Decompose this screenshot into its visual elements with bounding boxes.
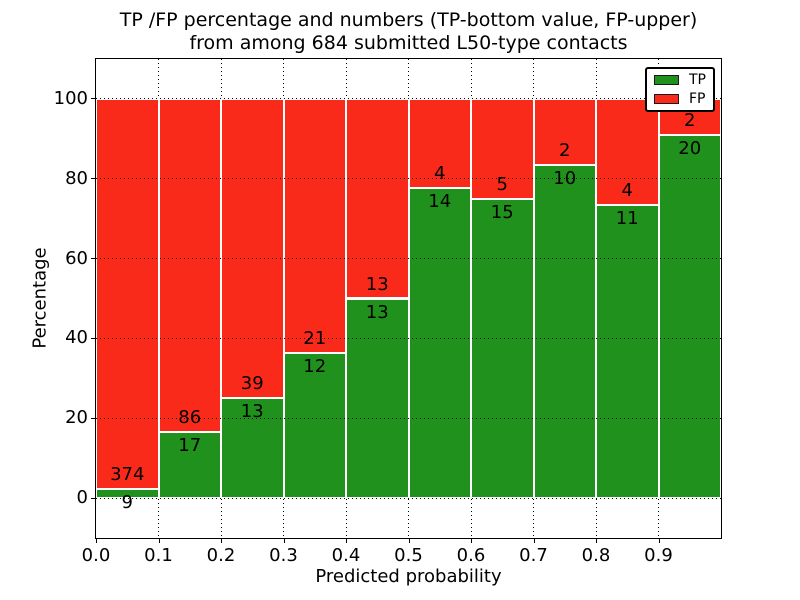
x-tick bbox=[408, 539, 410, 543]
bar-count-label-fp: 39 bbox=[240, 373, 264, 395]
chart-title-line1: TP /FP percentage and numbers (TP-bottom… bbox=[119, 9, 698, 31]
legend-swatch-tp bbox=[654, 75, 679, 85]
chart-title-line2: from among 684 submitted L50-type contac… bbox=[189, 32, 628, 54]
x-tick bbox=[346, 539, 347, 543]
plot-area: 374 9 86 17 39 13 21 12 13 13 4 14 5 15 2 10 4 11 2 20 bbox=[95, 58, 722, 539]
bar-segment-fp bbox=[408, 98, 471, 188]
bar-count-label-fp: 4 bbox=[621, 180, 633, 202]
x-tick-label: 0.2 bbox=[206, 545, 236, 566]
x-tick bbox=[658, 539, 660, 543]
bar-count-label-tp: 9 bbox=[121, 491, 133, 513]
bar-segment-fp bbox=[596, 98, 659, 206]
y-tick bbox=[91, 258, 95, 260]
y-gridline bbox=[96, 417, 721, 419]
bar-count-label-tp: 20 bbox=[678, 138, 702, 160]
y-tick-label: 100 bbox=[53, 87, 88, 109]
y-gridline bbox=[96, 178, 721, 180]
bar-count-label-fp: 2 bbox=[684, 110, 696, 132]
y-tick-label: 0 bbox=[76, 487, 88, 509]
bar-segment-tp bbox=[96, 488, 159, 499]
x-tick bbox=[596, 539, 597, 543]
bar-segment-tp bbox=[658, 135, 721, 499]
bar-segment-fp bbox=[96, 98, 159, 489]
x-tick bbox=[221, 539, 222, 543]
legend-label-fp: FP bbox=[689, 91, 706, 107]
x-tick bbox=[158, 539, 160, 543]
y-tick-label: 80 bbox=[65, 167, 88, 189]
bar-count-label-fp: 4 bbox=[434, 162, 446, 184]
x-tick-label: 0.3 bbox=[269, 545, 298, 566]
bar-count-label-tp: 15 bbox=[490, 201, 514, 223]
bar-count-label-fp: 86 bbox=[178, 407, 202, 429]
bar-count-label-tp: 14 bbox=[428, 190, 452, 212]
bar-segment-tp bbox=[471, 198, 534, 499]
bar-count-label-fp: 374 bbox=[110, 463, 145, 485]
bar-segment-fp bbox=[533, 98, 596, 166]
bar-segment-tp bbox=[158, 432, 221, 499]
bar-segment-fp bbox=[158, 98, 221, 433]
y-tick bbox=[91, 337, 95, 339]
legend-item-tp: TP bbox=[654, 73, 706, 87]
y-gridline bbox=[96, 258, 721, 260]
legend: TP FP bbox=[645, 67, 715, 112]
x-tick bbox=[96, 539, 97, 543]
y-tick-label: 20 bbox=[65, 407, 88, 429]
bar-segment-fp bbox=[283, 98, 346, 353]
legend-item-fp: FP bbox=[654, 92, 706, 106]
bar-count-label-tp: 11 bbox=[615, 208, 639, 230]
bar-count-label-tp: 17 bbox=[178, 435, 202, 457]
legend-label-tp: TP bbox=[689, 72, 706, 88]
bar-segment-fp bbox=[221, 98, 284, 399]
bar-segment-tp bbox=[596, 205, 659, 499]
bar-count-label-tp: 12 bbox=[303, 355, 327, 377]
bar-count-label-fp: 21 bbox=[303, 327, 327, 349]
y-tick bbox=[91, 497, 95, 499]
bar-segment-tp bbox=[533, 165, 596, 499]
x-tick bbox=[283, 539, 285, 543]
bar-count-label-tp: 10 bbox=[553, 168, 577, 190]
bar-count-label-fp: 2 bbox=[559, 140, 571, 162]
bar-segment-tp bbox=[346, 298, 409, 499]
y-gridline bbox=[96, 497, 721, 499]
bar-count-label-tp: 13 bbox=[365, 301, 389, 323]
y-tick-label: 40 bbox=[65, 327, 88, 349]
x-tick-label: 0.6 bbox=[456, 545, 486, 566]
x-tick-label: 0.5 bbox=[394, 545, 423, 566]
x-tick-label: 0.9 bbox=[644, 545, 673, 566]
x-tick-label: 0.0 bbox=[81, 545, 111, 566]
bar-segment-fp bbox=[346, 98, 409, 299]
x-tick bbox=[471, 539, 472, 543]
y-tick bbox=[91, 417, 95, 419]
y-tick bbox=[91, 98, 95, 100]
bar-count-label-fp: 13 bbox=[365, 273, 389, 295]
x-tick-label: 0.7 bbox=[519, 545, 548, 566]
bar-count-label-fp: 5 bbox=[496, 173, 508, 195]
bar-segment-fp bbox=[471, 98, 534, 199]
bar-segment-tp bbox=[283, 352, 346, 499]
bar-count-label-tp: 13 bbox=[240, 401, 264, 423]
x-tick-label: 0.4 bbox=[331, 545, 361, 566]
bar-segment-tp bbox=[408, 187, 471, 499]
y-tick-label: 60 bbox=[65, 247, 88, 269]
y-gridline bbox=[96, 337, 721, 339]
x-axis-label: Predicted probability bbox=[315, 566, 502, 587]
chart-title: TP /FP percentage and numbers (TP-bottom… bbox=[96, 9, 721, 55]
y-tick bbox=[91, 178, 95, 180]
legend-swatch-fp bbox=[654, 94, 679, 104]
x-tick-label: 0.1 bbox=[144, 545, 173, 566]
x-tick bbox=[533, 539, 535, 543]
y-gridline bbox=[96, 98, 721, 100]
bar-segment-tp bbox=[221, 398, 284, 499]
x-tick-label: 0.8 bbox=[581, 545, 611, 566]
